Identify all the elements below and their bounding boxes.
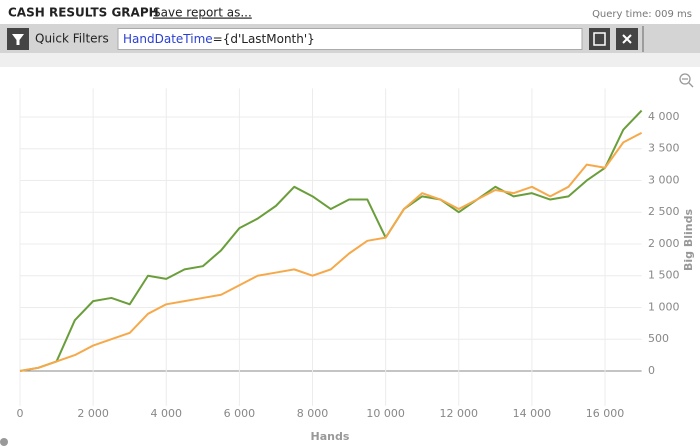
x-tick-label: 16 000 — [586, 407, 625, 420]
x-tick-label: 4 000 — [151, 407, 183, 420]
filter-icon — [12, 34, 24, 45]
save-button[interactable] — [589, 28, 610, 50]
zoom-icon[interactable] — [679, 73, 691, 85]
y-tick-label: 500 — [648, 332, 669, 345]
quick-filters-label: Quick Filters — [35, 32, 109, 46]
x-tick-label: 14 000 — [513, 407, 552, 420]
y-axis-title: Big Blinds — [682, 209, 695, 271]
x-tick-label: 6 000 — [224, 407, 256, 420]
series-line — [19, 109, 643, 372]
y-tick-label: 1 500 — [648, 269, 680, 282]
series-line — [19, 131, 643, 372]
zoom-icon-handle — [682, 78, 694, 88]
x-tick-label: 0 — [17, 407, 24, 420]
y-tick-label: 2 000 — [648, 237, 680, 250]
query-time: Query time: 009 ms — [592, 9, 692, 20]
x-axis-title: Hands — [311, 430, 350, 443]
x-tick-label: 8 000 — [297, 407, 329, 420]
clear-icon — [622, 34, 632, 44]
x-tick-label: 12 000 — [440, 407, 479, 420]
filter-input[interactable] — [117, 28, 583, 50]
filter-expression: ={d'LastMonth'} — [213, 32, 315, 46]
save-link[interactable]: Save report as... — [153, 6, 252, 20]
y-tick-label: 1 000 — [648, 300, 680, 313]
filter-text: HandDateTime={d'LastMonth'} — [123, 32, 315, 46]
y-tick-label: 3 000 — [648, 173, 680, 186]
y-tick-label: 0 — [648, 364, 655, 377]
toolbar-band — [0, 53, 700, 67]
save-icon — [593, 32, 606, 46]
x-tick-label: 10 000 — [366, 407, 405, 420]
y-tick-label: 3 500 — [648, 142, 680, 155]
y-tick-label: 2 500 — [648, 205, 680, 218]
report-title: CASH RESULTS GRAPH — [8, 6, 159, 20]
settings-icon[interactable] — [0, 438, 8, 446]
y-tick-label: 4 000 — [648, 110, 680, 123]
x-tick-label: 2 000 — [77, 407, 109, 420]
filter-field: HandDateTime — [123, 32, 213, 46]
